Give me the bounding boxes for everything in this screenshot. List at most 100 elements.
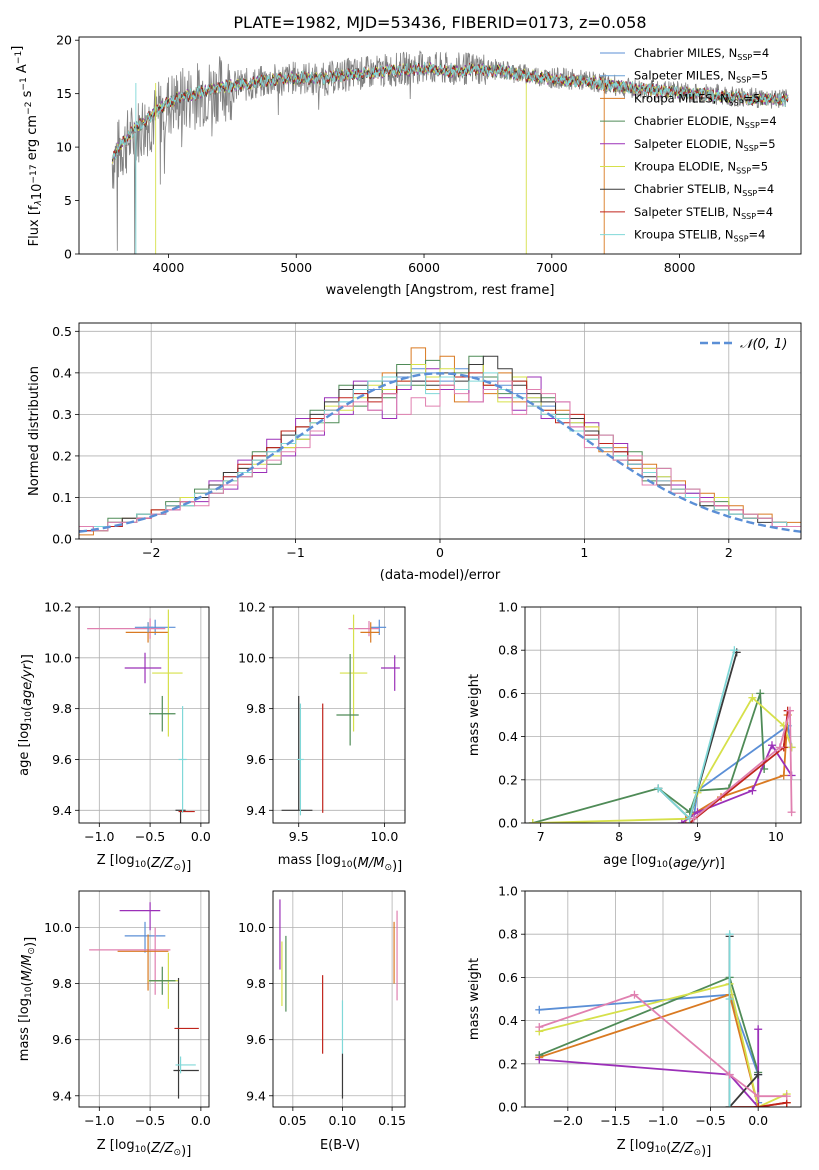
plot-area [79, 347, 801, 539]
y-axis-label: mass weight [467, 674, 482, 756]
legend-label: Kroupa ELODIE, NSSP=5 [634, 160, 768, 176]
y-tick-label: 0.8 [498, 643, 518, 658]
x-tick-label: 6000 [408, 260, 440, 275]
y-tick-label: 0.0 [498, 816, 518, 831]
x-axis-label: wavelength [Angstrom, rest frame] [326, 283, 555, 298]
x-tick-label: −0.5 [135, 1113, 165, 1128]
x-tick-label: −1.0 [648, 1113, 678, 1128]
model-spectrum [111, 61, 789, 160]
plot-area [87, 609, 195, 823]
weight-series [539, 982, 788, 1107]
weight-series [685, 714, 789, 820]
x-axis-label: Z [log10(Z/Z⊙)] [97, 1138, 192, 1159]
weight-series [693, 710, 793, 820]
y-tick-label: 9.6 [52, 1032, 72, 1047]
panel-mass-vs-ebv: 0.05 0.10 0.15 9.4 9.6 9.8 10.0 E(B-V) [238, 890, 406, 1153]
y-tick-label: 0.2 [498, 772, 518, 787]
legend-label: Salpeter MILES, NSSP=5 [634, 69, 768, 85]
x-tick-label: −1.0 [84, 829, 114, 844]
axes-frame [78, 322, 802, 540]
x-axis-label: mass [log10(M/M⊙)] [278, 853, 402, 874]
x-tick-label: −1.5 [600, 1113, 630, 1128]
legend-label: 𝒩(0, 1) [740, 337, 787, 352]
legend-label: Kroupa MILES, NSSP=5 [634, 91, 760, 107]
y-tick-label: 9.8 [52, 701, 72, 716]
axes-frame [78, 890, 210, 1108]
y-tick-label: 0.1 [52, 490, 72, 505]
plot-area [279, 899, 398, 1099]
x-tick-label: −0.5 [695, 1113, 725, 1128]
y-tick-label: 10.0 [238, 650, 266, 665]
legend-label: Salpeter STELIB, NSSP=4 [634, 205, 773, 221]
y-tick-label: 10.0 [44, 650, 72, 665]
y-tick-label: 15 [56, 86, 72, 101]
x-tick-label: 0.0 [191, 829, 211, 844]
y-tick-label: 0.3 [52, 407, 72, 422]
y-tick-label: 9.8 [52, 976, 72, 991]
x-axis-label: Z [log10(Z/Z⊙)] [97, 853, 192, 874]
weight-series [728, 936, 759, 1107]
x-tick-label: 0.0 [191, 1113, 211, 1128]
y-tick-label: 9.8 [246, 701, 266, 716]
x-tick-label: 5000 [280, 260, 312, 275]
x-tick-label: 0.05 [279, 1113, 307, 1128]
plot-area [89, 902, 199, 1099]
legend-label: Chabrier ELODIE, NSSP=4 [634, 114, 777, 130]
y-tick-label: 10.0 [44, 920, 72, 935]
y-tick-label: 9.4 [246, 1088, 266, 1103]
y-axis-label: mass weight [467, 958, 482, 1040]
y-tick-label: 1.0 [498, 884, 518, 899]
y-tick-label: 9.8 [246, 976, 266, 991]
y-tick-label: 0.0 [498, 1100, 518, 1115]
x-axis-label: (data-model)/error [380, 568, 501, 583]
x-tick-label: −1 [286, 545, 304, 560]
model-spectrum [111, 61, 789, 160]
x-axis-label: E(B-V) [320, 1138, 360, 1153]
y-tick-label: 0 [64, 247, 72, 262]
weight-series [532, 693, 765, 823]
legend-label: Chabrier MILES, NSSP=4 [634, 46, 769, 62]
figure-title: PLATE=1982, MJD=53436, FIBERID=0173, z=0… [233, 13, 646, 32]
x-tick-label: 4000 [153, 260, 185, 275]
x-tick-label: 2 [725, 545, 733, 560]
legend-label: Kroupa STELIB, NSSP=4 [634, 228, 765, 244]
model-spectrum [111, 62, 789, 162]
x-tick-label: 9 [694, 829, 702, 844]
x-tick-label: 0 [436, 545, 444, 560]
y-axis-label: mass [log10(M/M⊙)] [17, 937, 38, 1061]
y-tick-label: 10.0 [238, 920, 266, 935]
x-tick-label: 10.0 [371, 829, 399, 844]
y-tick-label: 9.6 [246, 1032, 266, 1047]
y-tick-label: 1.0 [498, 600, 518, 615]
x-tick-label: 0.15 [378, 1113, 406, 1128]
y-axis-label: Normed distribution [27, 366, 42, 496]
panel-mass-vs-Z: −1.0 −0.5 0.0 9.4 9.6 9.8 10.0 Z [log10(Z/Z⊙)] m… [17, 890, 211, 1159]
x-tick-label: 8 [615, 829, 623, 844]
x-tick-label: −1.0 [84, 1113, 114, 1128]
y-tick-label: 0.6 [498, 970, 518, 985]
x-tick-label: 9.5 [289, 829, 309, 844]
axes-frame [524, 890, 802, 1108]
panel-spectrum: 4000 5000 6000 7000 8000 0 5 10 15 20 Chabrier MIL… [10, 33, 802, 298]
y-tick-label: 0.2 [52, 448, 72, 463]
y-tick-label: 0.0 [52, 532, 72, 547]
x-tick-label: −2 [142, 545, 160, 560]
axes-frame [78, 36, 802, 255]
y-tick-label: 10.2 [238, 600, 266, 615]
x-tick-label: −0.5 [135, 829, 165, 844]
plot-area [528, 646, 796, 823]
y-tick-label: 10 [56, 140, 72, 155]
y-tick-label: 9.4 [246, 803, 266, 818]
axes-frame [272, 890, 406, 1108]
panel-mass-weight-vs-Z: −2.0 −1.5 −1.0 −0.5 0.0 0.0 0.2 0.4 0.6 0.8 1.0 Z [… [467, 884, 802, 1159]
legend-label: Salpeter ELODIE, NSSP=5 [634, 137, 776, 153]
x-tick-label: −2.0 [553, 1113, 583, 1128]
panel-age-vs-mass: 9.5 10.0 9.4 9.6 9.8 10.0 10.2 mass [log10(M/M⊙… [238, 600, 406, 874]
panel-age-vs-Z: −1.0 −0.5 0.0 9.4 9.6 9.8 10.0 10.2 Z [log10(Z/Z… [17, 600, 211, 875]
x-tick-label: 10 [768, 829, 784, 844]
axes-frame [524, 606, 802, 824]
x-tick-label: 7000 [536, 260, 568, 275]
weight-series [729, 1101, 787, 1107]
plot-area [111, 50, 789, 254]
y-tick-label: 0.4 [498, 729, 518, 744]
